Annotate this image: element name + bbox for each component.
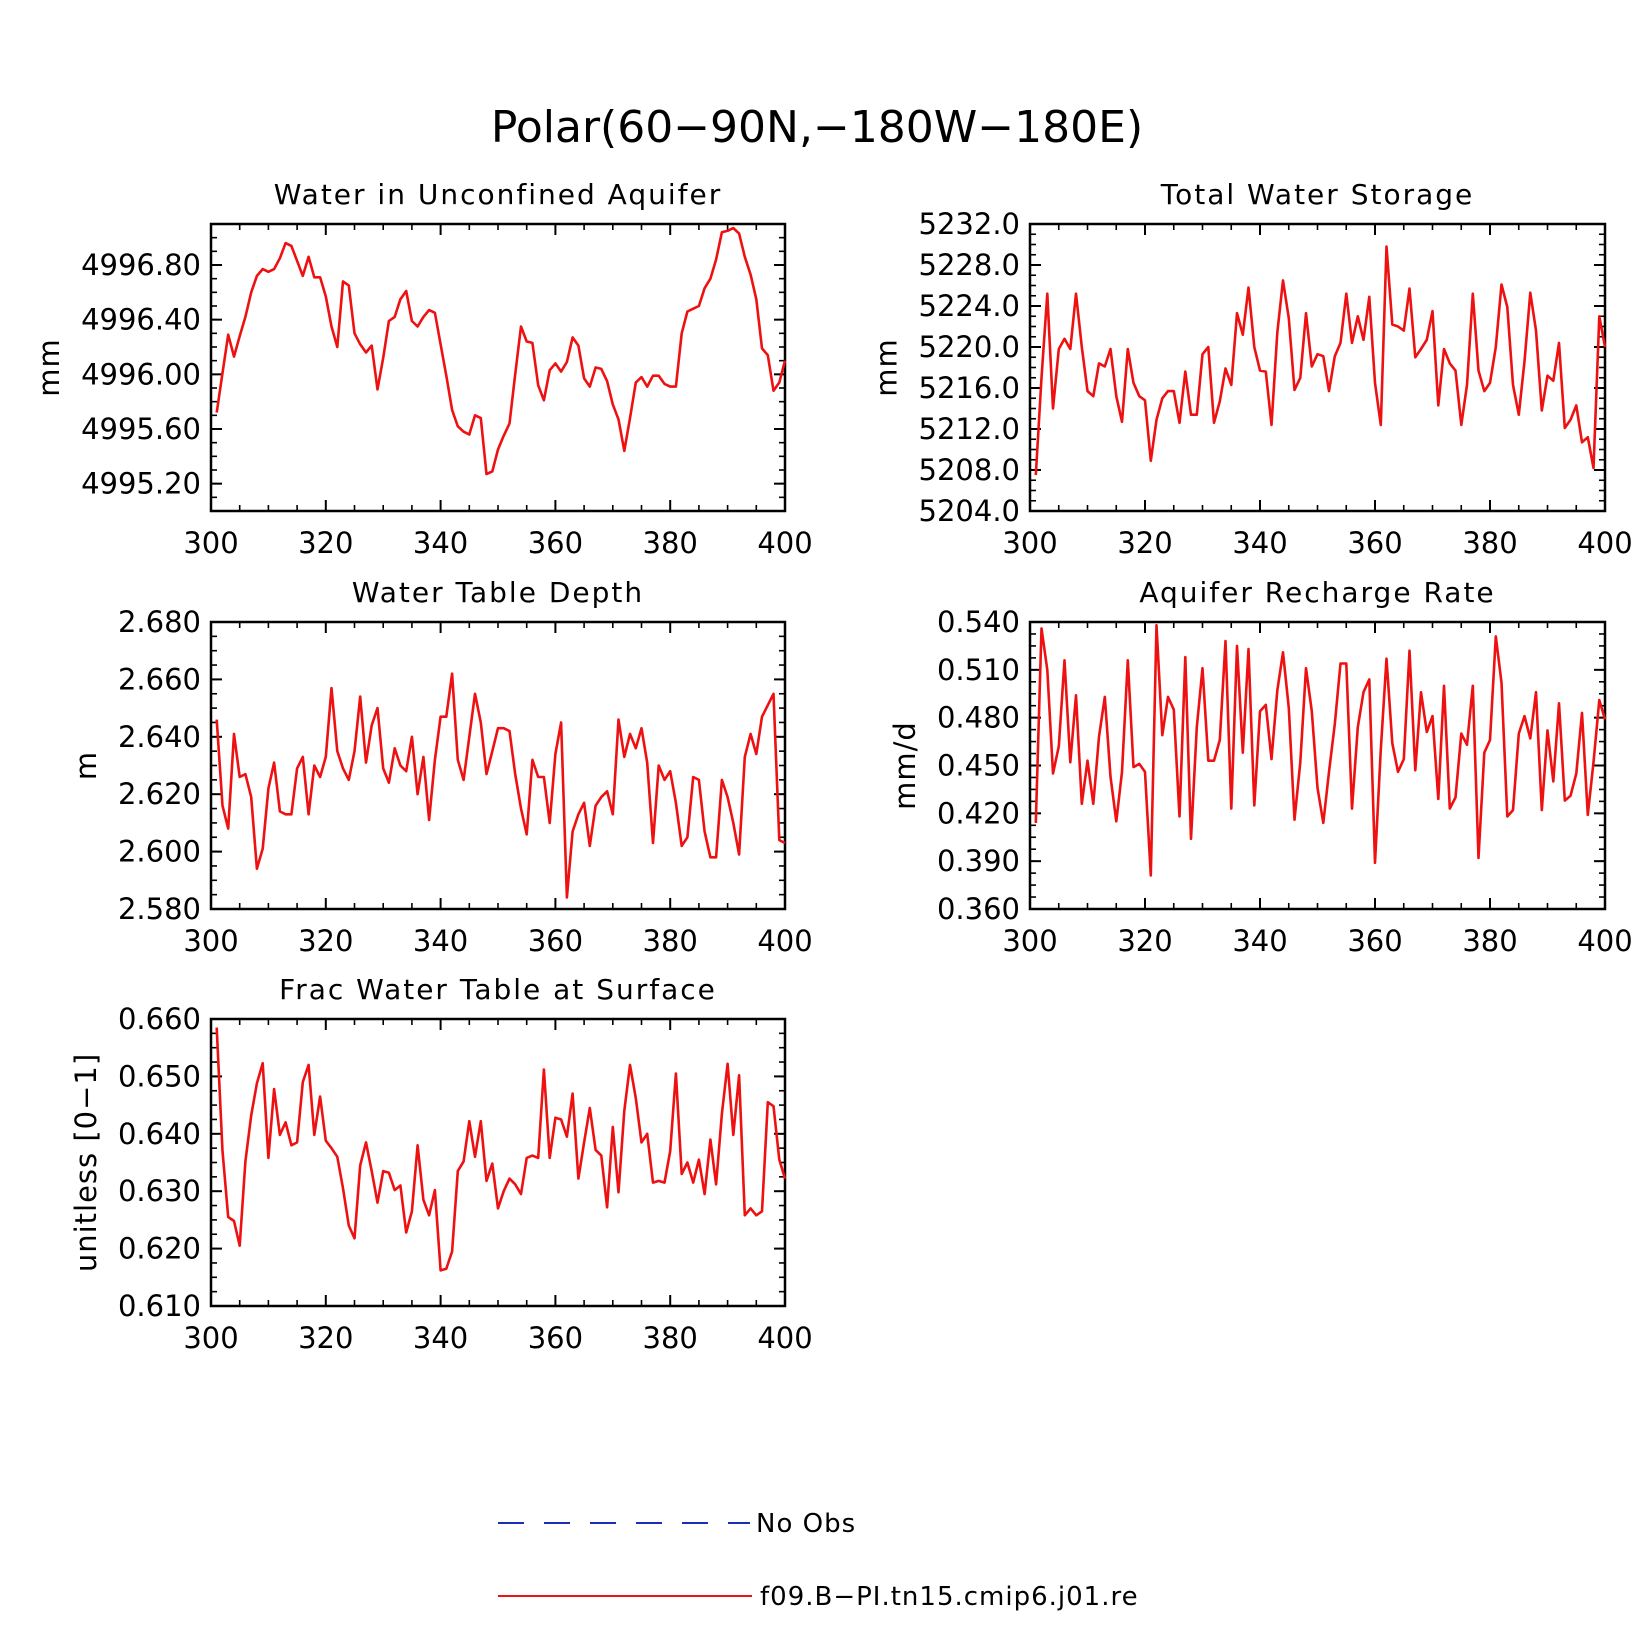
y-tick-label: 0.540 <box>937 605 1020 639</box>
x-tick-label: 300 <box>183 1321 238 1355</box>
x-tick-label: 400 <box>757 1321 812 1355</box>
y-tick-label: 5220.0 <box>919 330 1020 364</box>
y-axis-label: unitless [0−1] <box>69 1053 103 1272</box>
x-tick-label: 360 <box>1347 924 1402 958</box>
series-line <box>215 672 786 899</box>
y-axis-label: mm <box>32 338 66 397</box>
series-line <box>215 226 787 476</box>
x-tick-label: 380 <box>643 526 698 560</box>
y-tick-label: 5224.0 <box>919 289 1020 323</box>
panel-4: Aquifer Recharge Rate 300 320 340 360 380 400 0… <box>888 576 1633 958</box>
plot-frame <box>1028 222 1607 513</box>
y-tick-label: 4995.60 <box>81 412 201 446</box>
figure-title: Polar(60−90N,−180W−180E) <box>491 102 1143 153</box>
y-tick-label: 5204.0 <box>919 494 1020 528</box>
panel-title: Water in Unconfined Aquifer <box>274 178 722 211</box>
panel-2: Total Water Storage 300 320 340 360 380 400 520… <box>870 178 1633 560</box>
y-tick-label: 4996.00 <box>81 357 201 391</box>
panel-1: Water in Unconfined Aquifer 300 320 340 360 3… <box>32 178 813 560</box>
y-tick-label: 2.580 <box>118 892 201 926</box>
panel-grid: Water in Unconfined Aquifer 300 320 340 360 3… <box>32 178 1633 1355</box>
x-tick-label: 320 <box>298 1321 353 1355</box>
x-tick-label: 380 <box>1462 526 1517 560</box>
y-tick-label: 0.620 <box>118 1232 201 1266</box>
x-tick-label: 400 <box>1577 526 1632 560</box>
y-tick-label: 2.680 <box>118 605 201 639</box>
x-tick-label: 320 <box>1117 924 1172 958</box>
x-tick-label: 300 <box>1002 924 1057 958</box>
legend-label-no-obs: No Obs <box>756 1509 856 1539</box>
y-tick-label: 0.610 <box>118 1289 201 1323</box>
y-tick-label: 2.640 <box>118 720 201 754</box>
x-tick-label: 380 <box>1462 924 1517 958</box>
x-tick-label: 380 <box>643 1321 698 1355</box>
y-tick-label: 0.640 <box>118 1117 201 1151</box>
y-tick-label: 0.480 <box>937 701 1020 735</box>
x-tick-label: 300 <box>183 526 238 560</box>
x-tick-label: 320 <box>1117 526 1172 560</box>
legend-label-model: f09.B−PI.tn15.cmip6.j01.re <box>760 1582 1139 1612</box>
legend: No Obs f09.B−PI.tn15.cmip6.j01.re <box>498 1509 1139 1612</box>
panel-title: Water Table Depth <box>352 576 644 609</box>
y-tick-label: 0.650 <box>118 1059 201 1093</box>
y-tick-label: 2.620 <box>118 777 201 811</box>
x-tick-label: 360 <box>1347 526 1402 560</box>
y-tick-label: 4996.80 <box>81 248 201 282</box>
y-tick-label: 2.660 <box>118 662 201 696</box>
y-tick-label: 0.660 <box>118 1002 201 1036</box>
y-tick-label: 0.450 <box>937 749 1020 783</box>
x-tick-label: 340 <box>413 1321 468 1355</box>
y-tick-label: 5228.0 <box>919 248 1020 282</box>
x-tick-label: 360 <box>528 1321 583 1355</box>
series-line <box>1034 245 1607 476</box>
x-tick-label: 400 <box>757 924 812 958</box>
y-axis-label: mm <box>870 338 904 397</box>
y-tick-label: 5208.0 <box>919 453 1020 487</box>
plot-frame <box>1028 620 1607 911</box>
x-tick-label: 400 <box>757 526 812 560</box>
y-tick-label: 4995.20 <box>81 467 201 501</box>
x-tick-label: 320 <box>298 526 353 560</box>
x-tick-label: 300 <box>1002 526 1057 560</box>
panel-title: Total Water Storage <box>1160 178 1475 211</box>
y-tick-label: 5232.0 <box>919 207 1020 241</box>
y-tick-label: 0.510 <box>937 653 1020 687</box>
x-tick-label: 400 <box>1577 924 1632 958</box>
x-tick-label: 320 <box>298 924 353 958</box>
series-line <box>1034 623 1607 877</box>
panel-title: Frac Water Table at Surface <box>279 973 717 1006</box>
y-tick-label: 5216.0 <box>919 371 1020 405</box>
y-tick-label: 0.390 <box>937 844 1020 878</box>
x-tick-label: 360 <box>528 526 583 560</box>
y-axis-label: m <box>69 751 103 780</box>
y-tick-label: 2.600 <box>118 835 201 869</box>
y-axis-label: mm/d <box>888 721 922 810</box>
y-tick-label: 0.360 <box>937 892 1020 926</box>
plot-frame <box>209 222 787 513</box>
y-tick-label: 0.420 <box>937 796 1020 830</box>
panel-3: Water Table Depth 300 320 340 360 380 400 2.580… <box>69 576 813 958</box>
x-tick-label: 380 <box>643 924 698 958</box>
x-tick-label: 340 <box>1232 526 1287 560</box>
y-tick-label: 0.630 <box>118 1174 201 1208</box>
panel-5: Frac Water Table at Surface 300 320 340 360 3… <box>69 973 813 1355</box>
x-tick-label: 340 <box>413 924 468 958</box>
y-tick-label: 5212.0 <box>919 412 1020 446</box>
series-line <box>215 1027 787 1272</box>
x-tick-label: 300 <box>183 924 238 958</box>
x-tick-label: 340 <box>413 526 468 560</box>
y-tick-label: 4996.40 <box>81 303 201 337</box>
panel-title: Aquifer Recharge Rate <box>1139 576 1495 609</box>
x-tick-label: 360 <box>528 924 583 958</box>
x-tick-label: 340 <box>1232 924 1287 958</box>
